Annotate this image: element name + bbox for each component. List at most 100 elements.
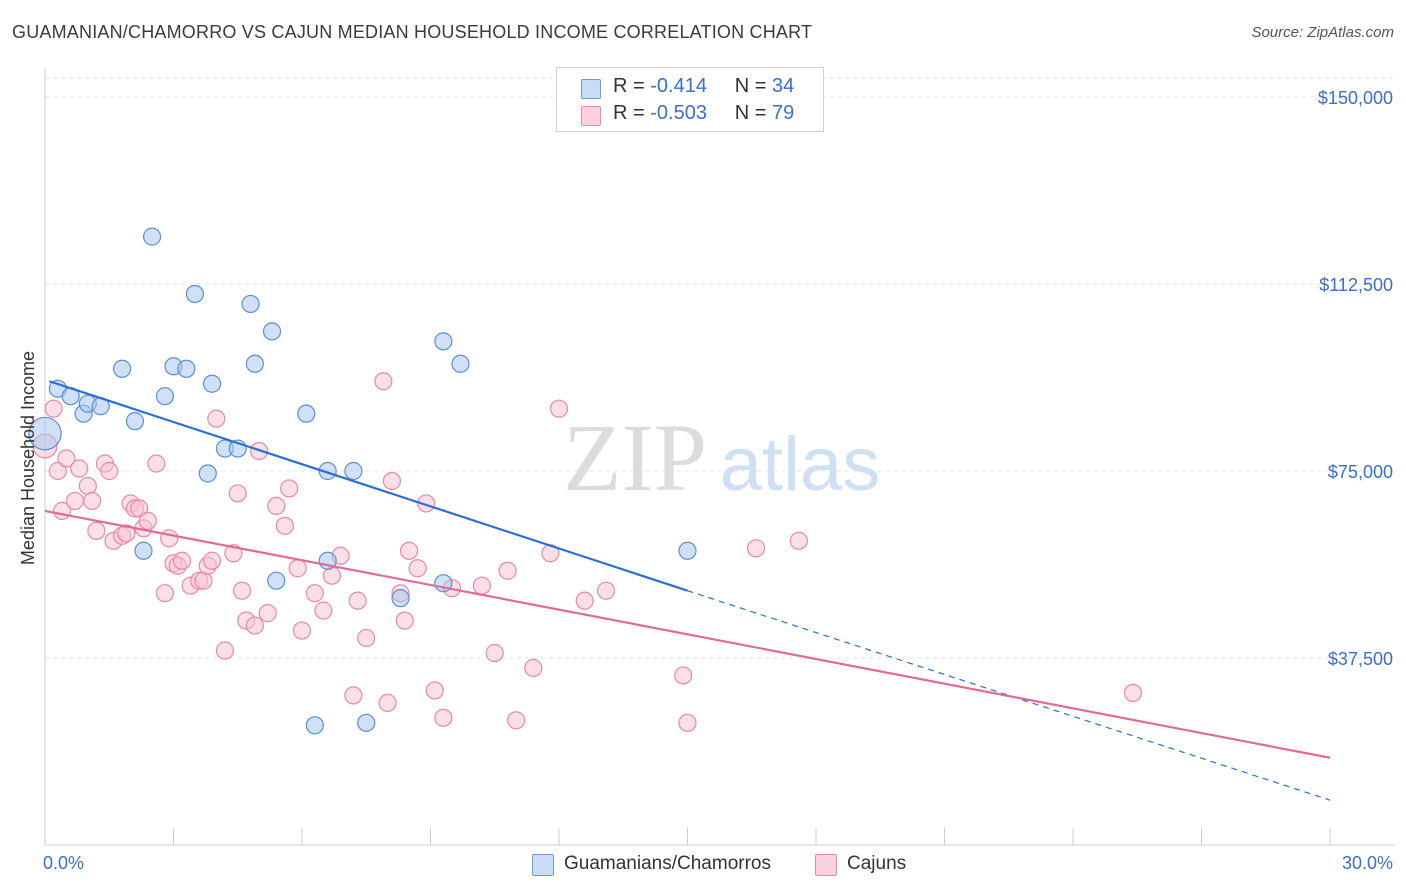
x-tick-label: 0.0% bbox=[43, 853, 84, 873]
point-cajun bbox=[44, 399, 63, 418]
legend-n-value: 34 bbox=[772, 75, 795, 97]
point-guamanian bbox=[318, 461, 337, 481]
point-cajun bbox=[348, 591, 367, 610]
legend-r-label: R = bbox=[613, 75, 645, 97]
trend-guamanian-extension bbox=[687, 590, 1331, 801]
watermark: ZIP atlas bbox=[563, 404, 880, 511]
y-tick-label: $150,000 bbox=[1318, 88, 1393, 108]
point-cajun bbox=[678, 713, 697, 732]
point-guamanian bbox=[134, 541, 153, 560]
point-guamanian bbox=[177, 359, 196, 378]
point-cajun bbox=[425, 681, 444, 700]
point-cajun bbox=[245, 616, 264, 635]
point-cajun bbox=[597, 581, 616, 600]
point-guamanian bbox=[451, 354, 470, 373]
point-cajun bbox=[172, 551, 192, 570]
point-guamanian bbox=[678, 541, 697, 560]
point-cajun bbox=[674, 666, 693, 685]
point-guamanian bbox=[297, 404, 316, 423]
point-cajun bbox=[357, 628, 376, 648]
point-cajun bbox=[395, 611, 414, 630]
y-axis-label: Median Household Income bbox=[18, 351, 38, 565]
point-cajun bbox=[575, 591, 594, 610]
point-cajun bbox=[322, 566, 342, 585]
legend-r-label: R = bbox=[613, 102, 645, 124]
axes bbox=[44, 68, 1395, 846]
point-cajun bbox=[194, 571, 213, 590]
point-guamanian bbox=[267, 571, 286, 590]
point-cajun bbox=[215, 641, 234, 660]
point-cajun bbox=[147, 454, 166, 473]
data-points bbox=[28, 227, 1143, 735]
point-guamanian bbox=[28, 416, 62, 451]
series-label-cajun: Cajuns bbox=[847, 853, 907, 874]
point-cajun bbox=[275, 516, 294, 535]
legend-swatch-guamanian bbox=[581, 79, 601, 99]
point-cajun bbox=[83, 491, 102, 511]
point-cajun bbox=[374, 372, 393, 391]
point-cajun bbox=[207, 409, 226, 428]
point-cajun bbox=[258, 604, 277, 623]
stats-legend: R = -0.414 N = 34 R = -0.503 N = 79 bbox=[556, 67, 824, 132]
legend-r-value: -0.414 bbox=[650, 75, 707, 97]
point-guamanian bbox=[241, 294, 260, 314]
point-cajun bbox=[155, 584, 175, 603]
point-cajun bbox=[507, 711, 526, 730]
point-guamanian bbox=[112, 359, 132, 378]
point-guamanian bbox=[357, 713, 376, 732]
point-guamanian bbox=[344, 461, 363, 481]
y-tick-label: $112,500 bbox=[1319, 275, 1393, 295]
point-cajun bbox=[78, 476, 97, 496]
point-cajun bbox=[100, 461, 119, 481]
point-guamanian bbox=[185, 284, 205, 304]
axis-labels: $150,000 $112,500 $75,000 $37,500 0.0% 30.0% bbox=[43, 88, 1393, 873]
point-cajun bbox=[746, 539, 766, 558]
point-guamanian bbox=[262, 322, 282, 341]
point-cajun bbox=[789, 531, 808, 550]
point-cajun bbox=[160, 529, 179, 548]
watermark-atlas: atlas bbox=[720, 422, 881, 507]
point-cajun bbox=[65, 491, 85, 511]
point-guamanian bbox=[202, 374, 222, 393]
point-cajun bbox=[87, 521, 106, 540]
point-cajun bbox=[130, 499, 149, 518]
point-cajun bbox=[399, 541, 419, 560]
point-cajun bbox=[344, 686, 363, 705]
point-guamanian bbox=[198, 464, 217, 483]
point-cajun bbox=[267, 496, 286, 516]
point-cajun bbox=[292, 621, 312, 640]
x-tick-label: 30.0% bbox=[1342, 853, 1393, 873]
point-cajun bbox=[48, 461, 67, 481]
point-guamanian bbox=[245, 354, 264, 373]
point-cajun bbox=[288, 559, 307, 578]
trend-cajun bbox=[44, 509, 1331, 759]
watermark-zip: ZIP bbox=[563, 404, 707, 511]
point-cajun bbox=[57, 449, 76, 468]
point-guamanian bbox=[155, 387, 175, 406]
legend-n-label: N = bbox=[734, 75, 767, 97]
point-cajun bbox=[280, 479, 299, 498]
point-cajun bbox=[549, 399, 569, 418]
source-credit: Source: ZipAtlas.com bbox=[1251, 24, 1394, 41]
point-cajun bbox=[417, 494, 436, 513]
legend-n-value: 79 bbox=[772, 102, 795, 124]
point-cajun bbox=[314, 601, 333, 620]
chart-title: GUAMANIAN/CHAMORRO VS CAJUN MEDIAN HOUSE… bbox=[12, 22, 813, 42]
point-guamanian bbox=[125, 412, 145, 431]
point-cajun bbox=[524, 658, 543, 678]
point-cajun bbox=[232, 581, 252, 600]
point-cajun bbox=[228, 484, 247, 503]
y-tick-label: $37,500 bbox=[1328, 649, 1393, 669]
point-guamanian bbox=[142, 227, 162, 246]
series-legend-guamanian: Guamanians/Chamorros bbox=[532, 853, 792, 877]
point-cajun bbox=[382, 471, 402, 491]
point-cajun bbox=[498, 561, 517, 580]
series-legend-cajun: Cajuns bbox=[815, 853, 935, 877]
point-cajun bbox=[1123, 683, 1143, 703]
legend-r-value: -0.503 bbox=[650, 102, 707, 124]
series-swatch-guamanian bbox=[532, 854, 554, 876]
point-guamanian bbox=[434, 332, 453, 351]
point-cajun bbox=[472, 576, 491, 595]
point-cajun bbox=[70, 459, 89, 478]
